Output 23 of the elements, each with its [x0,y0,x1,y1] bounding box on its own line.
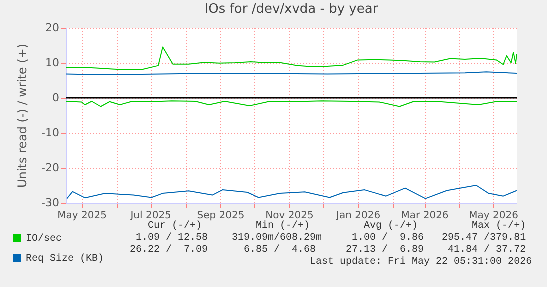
y-tick-label: -30 [42,196,60,210]
x-tick-label: May 2026 [469,210,518,222]
y-tick-label: 0 [52,92,60,104]
y-tick-label: 20 [46,22,60,34]
text: 1.09 / 12.58 319.09m/608.29m 1.00 / 9.86 295.47 /379.81 [136,233,526,244]
x-tick-label: Jan 2026 [336,210,381,222]
chart-title: IOs for /dev/xvda - by year [204,2,379,17]
y-tick-label: -20 [42,162,60,174]
y-axis-title: Units read (-) / write (+) [16,44,30,188]
legend-label: Req Size (KB) [26,253,104,265]
line-series [66,185,518,200]
legend-label: IO/sec [26,233,62,245]
text: Cur (-/+) Min (-/+) Avg (-/+) Max (-/+) [148,221,526,232]
y-tick-label: 10 [46,56,60,70]
x-tick-label: May 2025 [58,210,107,222]
x-tick-label: Jul 2025 [130,210,172,222]
x-tick-label: Mar 2026 [401,210,449,222]
x-tick-label: Sep 2025 [197,210,245,222]
x-tick-label: Nov 2025 [266,210,314,222]
y-tick-label: -10 [42,126,60,140]
text: Last update: Fri May 22 05:31:00 2026 [310,257,532,268]
text: 26.22 / 7.09 6.85 / 4.68 27.13 / 6.89 41.84 / 37.72 [130,245,526,256]
line-series [66,46,518,70]
